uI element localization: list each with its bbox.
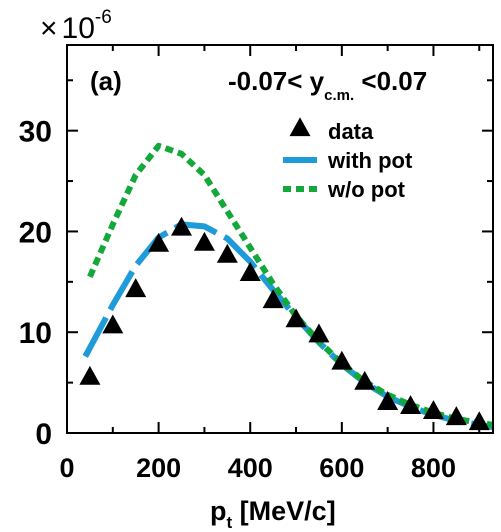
multiplier-symbol: × — [40, 12, 58, 45]
x-tick-labels: 0 200 400 600 800 — [59, 453, 455, 483]
data-point — [125, 278, 147, 298]
data-point — [468, 411, 490, 431]
data-point — [308, 323, 330, 343]
legend-label: data — [328, 119, 374, 144]
x-axis-label: pt [MeV/c] — [210, 496, 336, 532]
panel-label: (a) — [90, 66, 122, 96]
legend: data with pot w/o pot — [283, 117, 413, 202]
rapidity-cut-right: <0.07 — [354, 66, 427, 96]
y-tick-label: 10 — [19, 317, 52, 350]
data-point — [331, 350, 353, 370]
x-axis-label-main: p — [210, 496, 227, 526]
data-point — [285, 308, 307, 328]
data-point — [102, 314, 124, 334]
data-point — [216, 243, 238, 263]
data-point — [400, 395, 422, 414]
rapidity-cut-subscript: c.m. — [324, 87, 354, 104]
x-tick-label: 400 — [228, 453, 273, 483]
legend-marker-data — [289, 117, 311, 137]
series-line-w-o-pot — [87, 142, 494, 428]
data-point — [262, 289, 284, 309]
data-point — [193, 231, 215, 251]
y-tick-label: 20 — [19, 216, 52, 249]
data-point — [354, 370, 376, 390]
legend-label: w/o pot — [327, 177, 406, 202]
data-point — [148, 232, 170, 252]
x-tick-label: 200 — [136, 453, 181, 483]
data-point — [79, 365, 101, 385]
data-point — [377, 391, 399, 410]
y-tick-label: 0 — [35, 418, 52, 451]
x-tick-label: 800 — [411, 453, 456, 483]
plot-frame — [66, 44, 494, 434]
multiplier-exponent: -6 — [95, 7, 112, 28]
multiplier-base: 10 — [62, 12, 95, 45]
rapidity-cut-left: -0.07< y — [228, 66, 325, 96]
x-tick-label: 0 — [59, 453, 74, 483]
series-layer — [79, 142, 494, 431]
data-point — [171, 216, 193, 236]
x-axis-label-subscript: t — [227, 513, 233, 532]
tick-marks — [66, 45, 493, 434]
data-point — [445, 406, 467, 426]
y-multiplier: × 10-6 — [40, 7, 112, 45]
rapidity-cut: -0.07< yc.m. <0.07 — [228, 66, 427, 104]
x-tick-label: 600 — [319, 453, 364, 483]
x-axis-label-unit: [MeV/c] — [232, 496, 336, 526]
data-point — [422, 400, 444, 420]
y-tick-label: 30 — [19, 116, 52, 149]
data-point — [239, 262, 261, 281]
y-tick-labels: 0 10 20 30 — [19, 116, 52, 451]
legend-label: with pot — [327, 148, 413, 173]
